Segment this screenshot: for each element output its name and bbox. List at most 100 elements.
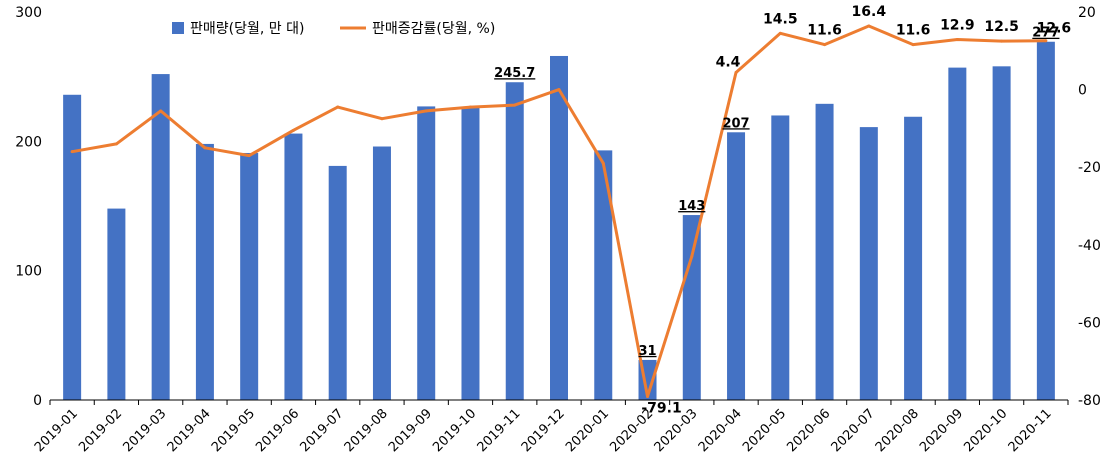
x-tick-label: 2019-06 bbox=[253, 406, 302, 455]
line-point-2020-09 bbox=[955, 38, 959, 42]
bar-2019-12 bbox=[550, 55, 568, 401]
bar-2019-02 bbox=[107, 208, 126, 400]
left-tick-label: 0 bbox=[33, 393, 42, 409]
x-tick-label: 2020-09 bbox=[917, 406, 966, 455]
legend-bar-label: 판매량(당월, 만 대) bbox=[190, 21, 304, 37]
bar-data-label: 277 bbox=[1032, 26, 1059, 41]
line-point-2019-08 bbox=[380, 117, 384, 121]
x-tick-label: 2020-01 bbox=[563, 406, 612, 455]
bar-2019-10 bbox=[461, 107, 480, 400]
x-tick-label: 2019-01 bbox=[32, 406, 81, 455]
line-data-label: 12.6 bbox=[1037, 21, 1072, 37]
x-tick-label: 2019-10 bbox=[430, 406, 479, 455]
bar-data-label: 31 bbox=[638, 344, 656, 359]
line-point-2020-03 bbox=[690, 254, 694, 258]
right-tick-label: -20 bbox=[1078, 160, 1101, 176]
line-point-2019-06 bbox=[291, 128, 295, 132]
data-labels: 245.7 31 143 207 277 -79.1 4.4 14.5 11.6 16.4 11.6… bbox=[494, 4, 1071, 417]
x-axis: 2019-012019-022019-032019-042019-052019-… bbox=[32, 399, 1069, 455]
bar-2020-09 bbox=[948, 67, 967, 400]
bar-data-label: 207 bbox=[722, 116, 749, 131]
line-point-2019-01 bbox=[70, 150, 74, 154]
line-point-2019-02 bbox=[114, 142, 118, 146]
line-data-label: 14.5 bbox=[763, 11, 798, 27]
right-tick-label: -40 bbox=[1078, 238, 1101, 254]
line-data-label: 16.4 bbox=[852, 4, 887, 20]
bar-2020-01 bbox=[594, 150, 613, 400]
left-y-axis: 0 100 200 300 bbox=[15, 5, 42, 409]
x-tick-label: 2020-06 bbox=[784, 406, 833, 455]
bar-data-label: 143 bbox=[678, 199, 705, 214]
x-tick-label: 2019-07 bbox=[298, 406, 347, 455]
line-point-2019-03 bbox=[159, 109, 163, 113]
line-data-label: 4.4 bbox=[716, 55, 741, 71]
right-tick-label: -80 bbox=[1078, 393, 1101, 409]
right-tick-label: 20 bbox=[1078, 5, 1096, 21]
bar-2020-04 bbox=[727, 132, 746, 400]
bar-2020-07 bbox=[859, 127, 878, 401]
line-point-2019-11 bbox=[513, 103, 517, 107]
right-tick-label: -60 bbox=[1078, 315, 1101, 331]
x-tick-label: 2020-07 bbox=[829, 406, 878, 455]
line-data-label: 12.5 bbox=[984, 19, 1019, 35]
bar-2019-07 bbox=[328, 165, 347, 400]
line-point-2020-10 bbox=[1000, 39, 1004, 43]
line-point-2019-10 bbox=[468, 105, 472, 109]
bar-2020-08 bbox=[904, 116, 923, 400]
legend-bar-swatch bbox=[172, 22, 184, 34]
bar-series bbox=[63, 41, 1055, 401]
bar-2019-09 bbox=[417, 106, 436, 400]
x-tick-label: 2020-11 bbox=[1006, 406, 1055, 455]
bar-2019-05 bbox=[240, 152, 259, 400]
bar-2019-06 bbox=[284, 133, 303, 400]
x-tick-label: 2019-03 bbox=[120, 406, 169, 455]
line-data-label: -79.1 bbox=[641, 401, 681, 417]
x-tick-label: 2019-08 bbox=[342, 406, 391, 455]
line-point-2020-05 bbox=[778, 31, 782, 35]
line-point-2019-09 bbox=[424, 109, 428, 113]
line-point-2019-05 bbox=[247, 154, 251, 158]
right-y-axis: -80 -60 -40 -20 0 20 bbox=[1078, 5, 1101, 409]
line-point-2019-04 bbox=[203, 146, 207, 150]
x-tick-label: 2019-09 bbox=[386, 406, 435, 455]
line-point-2020-01 bbox=[601, 161, 605, 165]
bar-2019-01 bbox=[63, 94, 82, 401]
x-tick-label: 2019-11 bbox=[475, 406, 524, 455]
x-tick-label: 2020-10 bbox=[961, 406, 1010, 455]
x-tick-label: 2020-04 bbox=[696, 406, 745, 455]
legend-line-label: 판매증감률(당월, %) bbox=[372, 21, 495, 37]
line-data-label: 11.6 bbox=[807, 23, 842, 39]
line-data-label: 12.9 bbox=[940, 18, 975, 34]
left-tick-label: 300 bbox=[15, 5, 42, 21]
line-data-label: 11.6 bbox=[896, 23, 931, 39]
bar-2020-10 bbox=[992, 66, 1011, 400]
x-tick-label: 2019-04 bbox=[165, 406, 214, 455]
bar-2019-08 bbox=[372, 146, 391, 400]
left-tick-label: 100 bbox=[15, 264, 42, 280]
line-point-2020-11 bbox=[1044, 39, 1048, 43]
x-tick-label: 2019-02 bbox=[76, 406, 125, 455]
bar-2019-11 bbox=[505, 82, 524, 400]
bar-2020-11 bbox=[1036, 41, 1055, 400]
legend: 판매량(당월, 만 대) 판매증감률(당월, %) bbox=[172, 21, 495, 37]
x-tick-label: 2020-08 bbox=[873, 406, 922, 455]
line-point-2020-04 bbox=[734, 71, 738, 75]
bar-2020-06 bbox=[815, 103, 834, 401]
left-tick-label: 200 bbox=[15, 134, 42, 150]
x-tick-label: 2019-12 bbox=[519, 406, 568, 455]
bar-2020-05 bbox=[771, 115, 790, 400]
right-tick-label: 0 bbox=[1078, 83, 1087, 99]
line-point-2020-08 bbox=[911, 43, 915, 47]
bar-data-label: 245.7 bbox=[494, 66, 535, 81]
bar-2019-04 bbox=[195, 143, 214, 401]
line-point-2019-12 bbox=[557, 88, 561, 92]
x-tick-label: 2020-05 bbox=[740, 406, 789, 455]
bar-2019-03 bbox=[151, 74, 170, 400]
line-point-2020-07 bbox=[867, 24, 871, 28]
line-point-2020-06 bbox=[823, 43, 827, 47]
x-tick-label: 2019-05 bbox=[209, 406, 258, 455]
line-point-2020-02 bbox=[646, 395, 650, 399]
line-series bbox=[70, 24, 1048, 399]
bar-2020-03 bbox=[682, 215, 701, 400]
